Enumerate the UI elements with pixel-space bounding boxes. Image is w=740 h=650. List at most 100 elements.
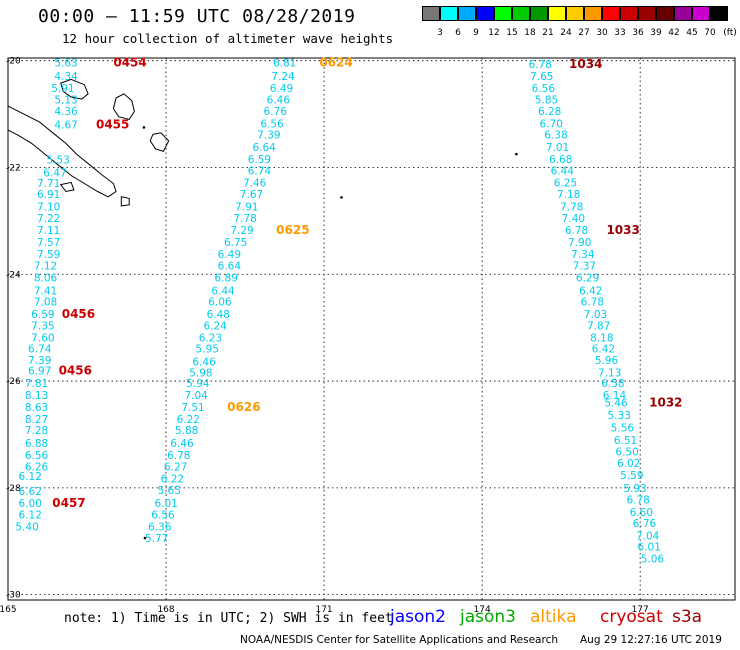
swh-value: 4.67 (54, 120, 77, 132)
swh-value: 6.46 (170, 438, 194, 450)
swh-value: 6.56 (25, 450, 49, 462)
swh-value: 7.18 (557, 189, 580, 201)
swh-value: 7.59 (37, 249, 60, 261)
swh-value: 5.93 (623, 483, 646, 495)
colorbar-label: 36 (632, 28, 644, 38)
lat-tick-label: -30 (6, 591, 21, 601)
swh-value: 7.39 (257, 129, 280, 141)
swh-value: 6.76 (264, 106, 288, 118)
swh-value: 5.59 (620, 470, 643, 482)
swh-value: 7.35 (31, 321, 54, 333)
colorbar-label: 70 (704, 28, 716, 38)
swh-value: 5.53 (46, 154, 69, 166)
swh-value: 7.87 (587, 321, 610, 333)
swh-value: 6.78 (167, 450, 190, 462)
coastline-island (59, 181, 75, 193)
swh-value: 5.65 (158, 485, 181, 497)
lon-tick-label: 171 (315, 605, 332, 615)
map-frame (7, 57, 736, 601)
colorbar-label: 24 (560, 28, 572, 38)
swh-value: 6.06 (208, 296, 232, 308)
colorbar-swatch (458, 6, 476, 21)
swh-value: 7.28 (25, 425, 48, 437)
swh-value: 6.44 (551, 166, 575, 178)
swh-value: 7.34 (571, 249, 595, 261)
swh-value: 7.51 (181, 402, 204, 414)
swh-value: 4.36 (54, 106, 78, 118)
swh-value: 6.64 (252, 142, 276, 154)
colorbar-label: 3 (437, 28, 443, 38)
swh-value: 8.06 (34, 272, 58, 284)
colorbar-swatch (440, 6, 458, 21)
swh-value: 6.64 (218, 261, 242, 273)
swh-value: 8.27 (25, 414, 48, 426)
swh-value: 7.24 (271, 71, 295, 83)
swh-value: 5.95 (196, 343, 219, 355)
colorbar-swatch (422, 6, 440, 21)
colorbar-swatch (584, 6, 602, 21)
swh-value: 6.49 (218, 249, 241, 261)
colorbar-swatch (548, 6, 566, 21)
swh-value: 6.36 (148, 521, 172, 533)
colorbar-label: 33 (614, 28, 626, 38)
colorbar-label: 42 (668, 28, 680, 38)
swh-value: 5.94 (186, 378, 210, 390)
colorbar-label: 45 (686, 28, 698, 38)
swh-value: 7.78 (560, 201, 583, 213)
swh-value: 6.26 (25, 462, 49, 474)
islet-marker (142, 126, 146, 129)
pass-time-label: 0624 (319, 55, 352, 69)
generation-timestamp: Aug 29 12:27:16 UTC 2019 (580, 634, 722, 646)
colorbar-swatch (512, 6, 530, 21)
swh-value: 6.88 (25, 438, 48, 450)
map-subtitle: 12 hour collection of altimeter wave hei… (62, 31, 394, 46)
colorbar-label: 18 (524, 28, 536, 38)
pass-time-label: 0457 (52, 496, 85, 510)
swh-value: 6.68 (549, 154, 572, 166)
swh-value: 5.88 (175, 425, 198, 437)
swh-value: 6.02 (617, 458, 640, 470)
swh-value: 6.28 (538, 106, 561, 118)
islet-marker (515, 152, 518, 156)
swh-value: 7.11 (37, 225, 60, 237)
legend-s3a: s3a (672, 607, 703, 627)
swh-value: 6.60 (630, 507, 653, 519)
coastline-island (60, 78, 89, 100)
swh-value: 6.50 (615, 447, 638, 459)
swh-value: 6.62 (19, 486, 42, 498)
swh-value: 7.81 (25, 378, 48, 390)
colorbar-swatch (476, 6, 494, 21)
swh-value: 6.42 (579, 285, 602, 297)
colorbar-unit: (ft) (723, 28, 737, 38)
swh-value: 7.40 (562, 213, 585, 225)
wave-height-colorbar: 3 6 9 12 15 18 21 24 27 30 33 36 39 42 45 70 (ft) (422, 6, 737, 42)
pass-time-label: 1032 (649, 395, 682, 409)
swh-value: 7.90 (568, 237, 591, 249)
swh-value: 5.46 (604, 397, 628, 409)
coastline-island (7, 105, 117, 198)
swh-value: 7.12 (34, 261, 57, 273)
legend-jason2: jason2 (390, 607, 446, 627)
lat-tick-label: -28 (6, 484, 21, 494)
swh-value: 6.89 (215, 272, 238, 284)
swh-value: 5.56 (611, 423, 635, 435)
swh-value: 6.76 (633, 518, 657, 530)
coastline-island (120, 196, 130, 207)
swh-value: 6.22 (161, 473, 184, 485)
swh-value: 6.24 (203, 321, 227, 333)
swh-value: 7.67 (240, 189, 263, 201)
swh-value: 6.58 (601, 378, 624, 390)
colorbar-swatch (656, 6, 674, 21)
swh-value: 5.06 (641, 553, 665, 565)
colorbar-label: 30 (596, 28, 608, 38)
swh-value: 6.46 (267, 95, 291, 107)
map-title: 00:00 – 11:59 UTC 08/28/2019 (38, 6, 356, 27)
swh-value: 7.01 (546, 142, 569, 154)
swh-value: 6.46 (192, 356, 216, 368)
legend-jason3: jason3 (460, 607, 516, 627)
pass-time-label: 0456 (62, 307, 95, 321)
lon-tick-label: 177 (632, 605, 649, 615)
swh-value: 7.60 (31, 332, 54, 344)
colorbar-label: 9 (473, 28, 479, 38)
swh-value: 6.91 (37, 189, 60, 201)
